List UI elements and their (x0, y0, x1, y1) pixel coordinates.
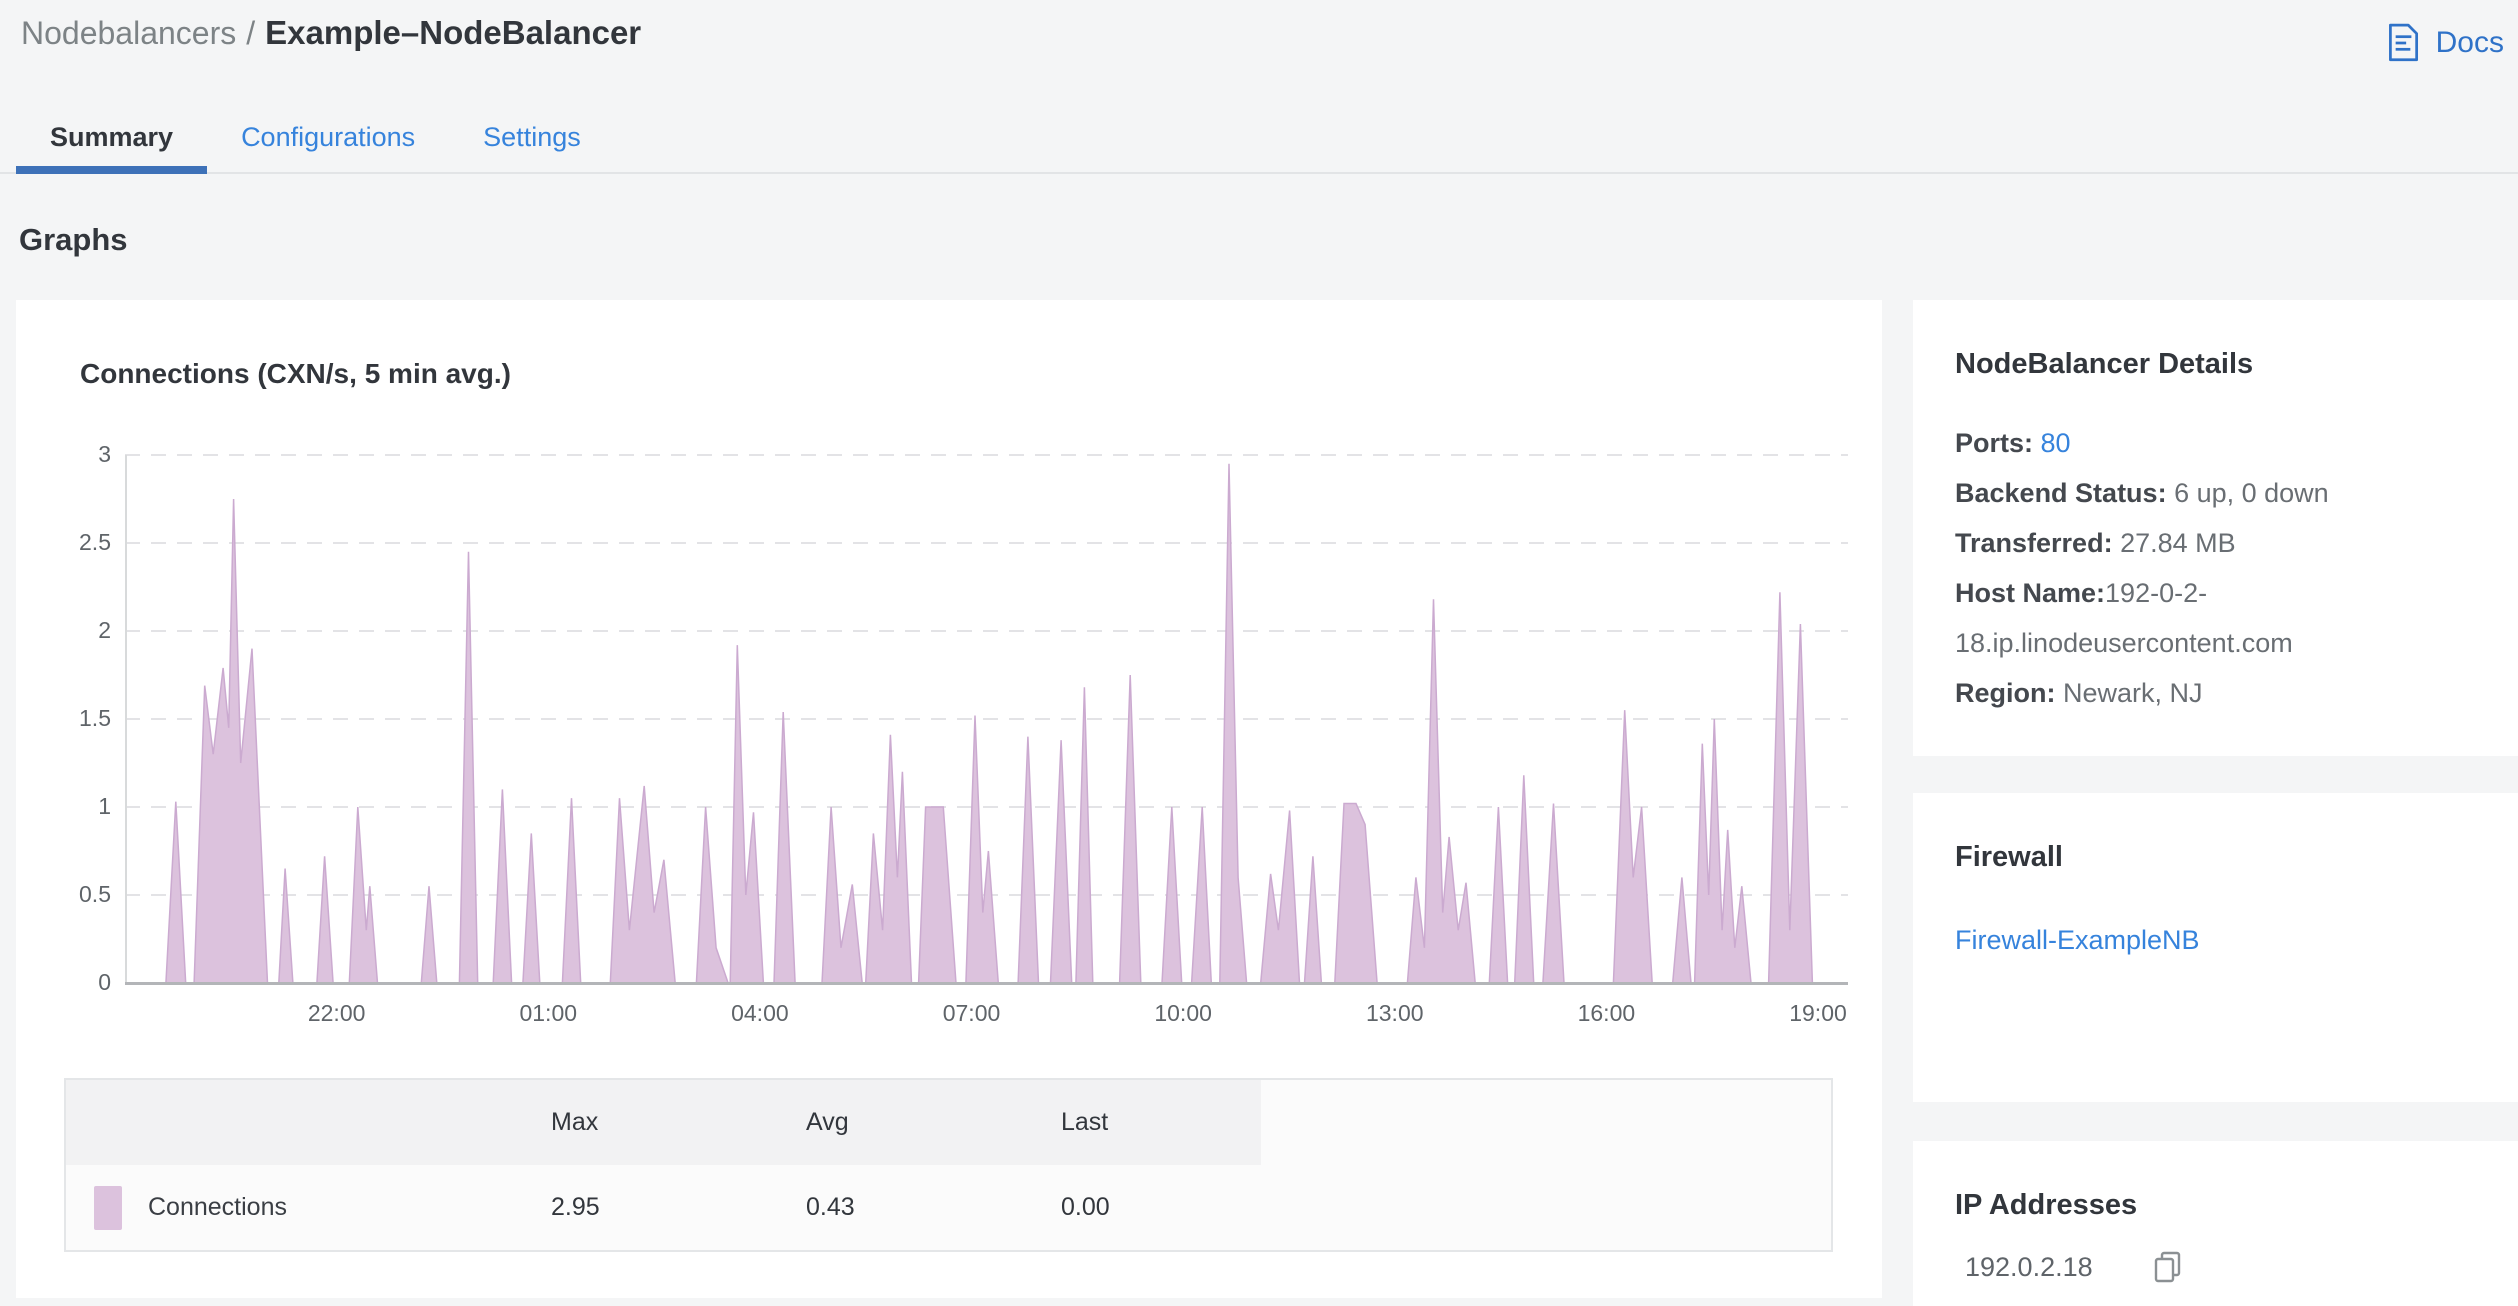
x-axis-tick-label: 01:00 (519, 1000, 578, 1026)
legend-header-row: Max Avg Last (66, 1080, 1831, 1165)
x-axis-tick-label: 16:00 (1577, 1000, 1636, 1026)
connections-area-chart[interactable] (125, 454, 1848, 985)
breadcrumb-nodebalancers-link[interactable]: Nodebalancers (21, 15, 237, 51)
transferred-value: 27.84 MB (2120, 528, 2236, 558)
breadcrumb: Nodebalancers / Example–NodeBalancer (21, 14, 641, 52)
y-axis-tick-label: 1.5 (79, 705, 111, 731)
y-axis-line (125, 455, 127, 983)
x-axis-labels: 22:00 01:00 04:00 07:00 10:00 13:00 16:00 19:00 (125, 1000, 1848, 1040)
legend-col-max: Max (496, 1080, 751, 1165)
chart-canvas (125, 454, 1848, 984)
firewall-examplenb-link[interactable]: Firewall-ExampleNB (1955, 925, 2200, 955)
region-value: Newark, NJ (2063, 678, 2203, 708)
legend-header-spacer (66, 1080, 496, 1165)
legend-data-row: Connections 2.95 0.43 0.00 (66, 1165, 1831, 1250)
ip-address-row: 192.0.2.18 (1965, 1249, 2185, 1285)
firewall-panel-title: Firewall (1955, 841, 2063, 873)
x-axis-tick-label: 13:00 (1365, 1000, 1424, 1026)
y-axis-tick-label: 0 (98, 969, 111, 995)
x-axis-tick-label: 10:00 (1154, 1000, 1212, 1026)
ports-label: Ports: (1955, 428, 2034, 458)
tab-configurations[interactable]: Configurations (241, 121, 416, 152)
transferred-label: Transferred: (1955, 528, 2113, 558)
connections-chart-panel: Connections (CXN/s, 5 min avg.) 0 0.5 1 1.5… (16, 300, 1882, 1298)
detail-row-backend-status: Backend Status: 6 up, 0 down (1955, 468, 2480, 518)
legend-avg-value: 0.43 (806, 1193, 855, 1221)
legend-col-avg: Avg (751, 1080, 1006, 1165)
ip-addresses-panel: IP Addresses 192.0.2.18 (1913, 1141, 2518, 1306)
host-name-value: 192-0-2-18.ip.linodeusercontent.com (1955, 578, 2293, 658)
docs-link[interactable]: Docs (2384, 22, 2504, 64)
port-80-link[interactable]: 80 (2040, 428, 2071, 458)
tab-bar: Summary Configurations Settings (0, 102, 2518, 174)
host-name-label: Host Name: (1955, 578, 2106, 608)
chart-title: Connections (CXN/s, 5 min avg.) (80, 358, 511, 389)
legend-col-last: Last (1006, 1080, 1261, 1165)
detail-row-transferred: Transferred: 27.84 MB (1955, 518, 2480, 568)
region-label: Region: (1955, 678, 2056, 708)
x-axis-tick-label: 04:00 (731, 1000, 789, 1026)
docs-icon (2384, 22, 2422, 64)
details-rows: Ports: 80 Backend Status: 6 up, 0 down T… (1955, 418, 2480, 718)
y-axis-tick-label: 2 (98, 617, 111, 643)
copy-ip-button[interactable] (2151, 1249, 2185, 1285)
copy-icon (2151, 1251, 2185, 1288)
firewall-panel: Firewall Firewall-ExampleNB (1913, 793, 2518, 1102)
backend-status-label: Backend Status: (1955, 478, 2167, 508)
nodebalancer-details-panel: NodeBalancer Details Ports: 80 Backend S… (1913, 300, 2518, 756)
y-axis-tick-label: 0.5 (79, 881, 111, 907)
x-axis-tick-label: 22:00 (307, 1000, 366, 1026)
breadcrumb-separator: / (246, 15, 256, 51)
x-axis-tick-label: 19:00 (1789, 1000, 1847, 1026)
x-axis-tick-label: 07:00 (942, 1000, 1001, 1026)
detail-row-host-name: Host Name:192-0-2-18.ip.linodeuserconten… (1955, 568, 2480, 668)
docs-label: Docs (2435, 26, 2504, 59)
x-axis-baseline (125, 982, 1848, 985)
ip-addresses-panel-title: IP Addresses (1955, 1189, 2138, 1221)
legend-series-name: Connections (148, 1193, 287, 1221)
y-axis-tick-label: 2.5 (79, 529, 111, 555)
page-header: Nodebalancers / Example–NodeBalancer Docs (0, 0, 2518, 96)
tab-summary[interactable]: Summary (16, 102, 208, 174)
detail-row-region: Region: Newark, NJ (1955, 668, 2480, 718)
y-axis-tick-label: 3 (98, 441, 111, 467)
details-panel-title: NodeBalancer Details (1955, 348, 2254, 380)
y-axis-tick-label: 1 (98, 793, 111, 819)
y-axis-labels: 0 0.5 1 1.5 2 2.5 3 (41, 441, 111, 995)
detail-row-ports: Ports: 80 (1955, 418, 2480, 468)
breadcrumb-current-nodebalancer: Example–NodeBalancer (265, 14, 642, 51)
legend-max-value: 2.95 (551, 1193, 600, 1221)
graphs-section-title: Graphs (19, 222, 128, 257)
legend-swatch (94, 1185, 122, 1230)
legend-last-value: 0.00 (1061, 1193, 1110, 1221)
ip-address-value: 192.0.2.18 (1965, 1251, 2093, 1282)
backend-status-value: 6 up, 0 down (2174, 478, 2329, 508)
tab-settings[interactable]: Settings (483, 121, 581, 152)
chart-legend-table: Max Avg Last Connections 2.95 0.43 0.00 (64, 1078, 1833, 1252)
